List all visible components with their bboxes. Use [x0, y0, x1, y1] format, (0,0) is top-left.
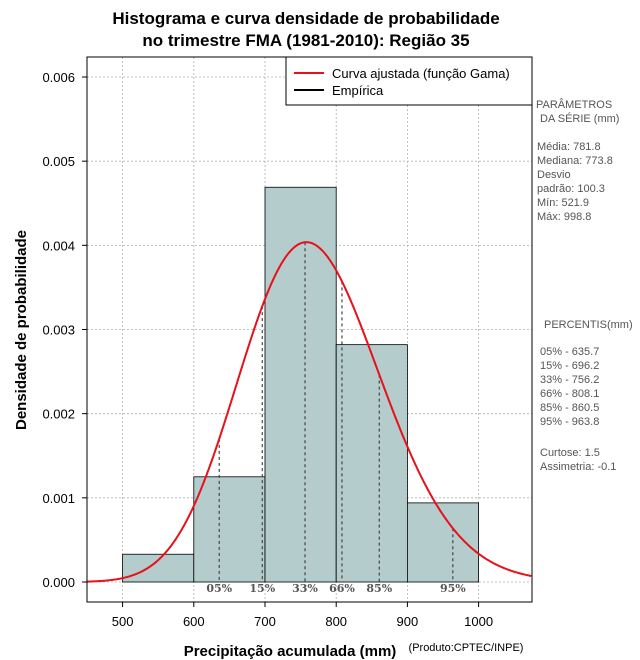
percentile-label: 66% [329, 582, 355, 595]
legend-box [285, 56, 533, 106]
y-tick-label: 0.000 [42, 575, 75, 590]
side-panel: PARÂMETROS DA SÉRIE (mm) Média: 781.8 Me… [536, 98, 633, 473]
stat-skewness: Assimetria: -0.1 [540, 461, 616, 473]
legend: Curva ajustada (função Gama) Empírica [285, 56, 533, 106]
percentile-label: 95% [440, 582, 466, 595]
histogram-bar [122, 553, 195, 583]
params-title-2: DA SÉRIE (mm) [540, 112, 619, 125]
x-tick-label: 1000 [464, 614, 493, 629]
stat-kurtosis: Curtose: 1.5 [540, 447, 600, 459]
percentile-label: 15% [249, 582, 275, 595]
product-credit: (Produto:CPTEC/INPE) [409, 642, 524, 654]
histogram-bar [335, 344, 408, 583]
stat-mean: Média: 781.8 [537, 141, 601, 153]
percentile-lines [218, 242, 454, 582]
y-tick-label: 0.001 [42, 491, 75, 506]
x-tick-label: 600 [183, 614, 205, 629]
stat-sd-2: padrão: 100.3 [537, 183, 605, 195]
percentile-05: 05% - 635.7 [540, 346, 599, 358]
histogram-bar [193, 476, 266, 583]
x-axis-label: Precipitação acumulada (mm) [184, 643, 397, 660]
stat-min: Mín: 521.9 [537, 197, 589, 209]
percentile-95: 95% - 963.8 [540, 416, 599, 428]
stat-max: Máx: 998.8 [537, 211, 591, 223]
percentile-15: 15% - 696.2 [540, 360, 599, 372]
x-axis-ticks: 500 600 700 800 900 1000 [112, 602, 493, 629]
x-tick-label: 500 [112, 614, 134, 629]
percentile-label: 05% [206, 582, 232, 595]
percentis-title: PERCENTIS(mm) [544, 319, 633, 331]
percentile-label: 33% [292, 582, 318, 595]
percentile-66: 66% - 808.1 [540, 388, 599, 400]
x-tick-label: 800 [325, 614, 347, 629]
chart-title-line1: Histograma e curva densidade de probabil… [112, 9, 499, 28]
fitted-gamma-curve [86, 241, 532, 583]
x-tick-label: 900 [397, 614, 419, 629]
percentile-labels: 05% 15% 33% 66% 85% 95% [206, 582, 466, 595]
y-tick-label: 0.004 [42, 238, 75, 253]
legend-empirical-label: Empírica [332, 83, 384, 98]
y-tick-label: 0.002 [42, 407, 75, 422]
percentile-85: 85% - 860.5 [540, 402, 599, 414]
chart-title-line2: no trimestre FMA (1981-2010): Região 35 [142, 31, 469, 50]
x-tick-label: 700 [254, 614, 276, 629]
histogram-bar [264, 186, 337, 583]
y-tick-label: 0.005 [42, 154, 75, 169]
params-title-1: PARÂMETROS [536, 98, 612, 111]
percentile-33: 33% - 756.2 [540, 374, 599, 386]
y-axis-label: Densidade de probabilidade [13, 230, 30, 430]
histogram-bars [122, 186, 479, 583]
legend-fitted-label: Curva ajustada (função Gama) [332, 66, 510, 81]
y-tick-label: 0.006 [42, 70, 75, 85]
y-tick-label: 0.003 [42, 323, 75, 338]
stat-sd-1: Desvio [537, 169, 571, 181]
y-axis-ticks: 0.000 0.001 0.002 0.003 0.004 0.005 0.006 [42, 70, 87, 590]
percentile-label: 85% [366, 582, 392, 595]
stat-median: Mediana: 773.8 [537, 155, 613, 167]
